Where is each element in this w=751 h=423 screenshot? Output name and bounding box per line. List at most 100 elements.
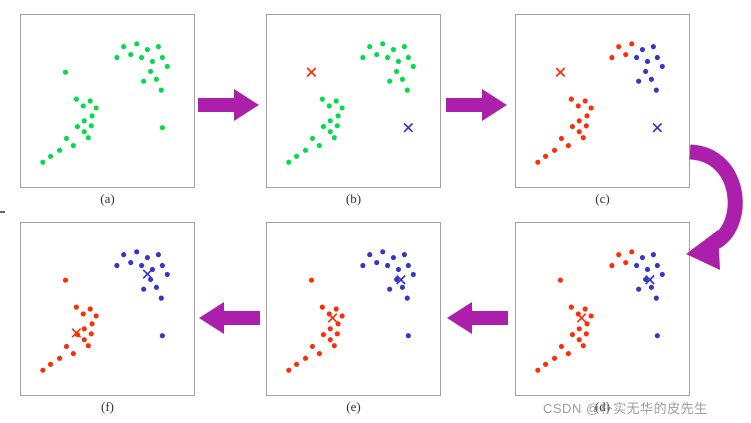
left-edge-artifact bbox=[0, 211, 5, 213]
data-point bbox=[634, 54, 640, 61]
data-point bbox=[394, 276, 400, 283]
arrow-right-shape bbox=[198, 89, 259, 121]
data-point bbox=[47, 361, 54, 367]
data-point bbox=[569, 124, 576, 130]
data-point bbox=[62, 69, 69, 75]
arrow-left-shape bbox=[447, 302, 508, 334]
data-point bbox=[399, 76, 406, 82]
data-point bbox=[367, 252, 373, 258]
data-point bbox=[144, 255, 151, 261]
data-point bbox=[551, 355, 558, 361]
data-point bbox=[395, 266, 402, 273]
data-point bbox=[331, 343, 337, 349]
data-point bbox=[575, 103, 581, 109]
data-point bbox=[390, 47, 397, 53]
data-point bbox=[551, 147, 558, 153]
data-point bbox=[89, 113, 95, 119]
data-point bbox=[405, 54, 411, 61]
data-point bbox=[360, 54, 366, 61]
centroid-mark bbox=[645, 274, 655, 285]
data-point bbox=[70, 143, 76, 149]
data-point bbox=[308, 277, 315, 283]
data-point bbox=[128, 51, 134, 58]
data-point bbox=[56, 355, 63, 361]
data-point bbox=[334, 123, 340, 129]
data-point bbox=[390, 255, 397, 261]
data-point bbox=[404, 87, 410, 93]
data-point bbox=[582, 98, 588, 104]
arrow-e-to-f bbox=[199, 302, 260, 334]
data-point bbox=[153, 76, 160, 82]
data-point bbox=[568, 304, 574, 310]
data-point bbox=[139, 262, 145, 269]
data-point bbox=[114, 54, 120, 61]
data-point bbox=[70, 351, 76, 357]
data-point bbox=[648, 284, 655, 290]
data-point bbox=[93, 313, 99, 319]
data-point bbox=[141, 78, 147, 84]
data-point bbox=[568, 96, 574, 102]
data-point bbox=[88, 331, 94, 337]
scatter-plot-a bbox=[40, 41, 170, 165]
data-point bbox=[334, 331, 340, 337]
data-point bbox=[374, 259, 380, 266]
panel-label-e: (e) bbox=[346, 399, 361, 414]
data-point bbox=[385, 262, 391, 269]
data-point bbox=[380, 41, 386, 47]
data-point bbox=[302, 355, 309, 361]
panel-slot-e: (e) bbox=[266, 222, 441, 415]
panel-f bbox=[20, 222, 195, 396]
data-point bbox=[327, 337, 333, 343]
data-point bbox=[327, 129, 333, 135]
data-point bbox=[643, 276, 649, 283]
data-point bbox=[327, 118, 333, 124]
centroid-mark bbox=[71, 328, 82, 338]
data-point bbox=[144, 47, 151, 53]
data-point bbox=[535, 367, 541, 373]
data-point bbox=[62, 277, 69, 283]
data-point bbox=[584, 321, 590, 327]
data-point bbox=[164, 271, 170, 277]
data-point bbox=[316, 143, 322, 149]
data-point bbox=[153, 284, 160, 290]
curved-arrow-head bbox=[686, 230, 720, 270]
data-point bbox=[81, 337, 87, 343]
data-point bbox=[80, 311, 86, 317]
data-point bbox=[582, 306, 588, 312]
data-point bbox=[654, 54, 660, 61]
data-point bbox=[623, 259, 629, 266]
data-point bbox=[331, 135, 337, 141]
data-point bbox=[286, 159, 292, 165]
data-point bbox=[74, 124, 81, 130]
scatter-plot-c bbox=[535, 41, 665, 165]
data-point bbox=[360, 262, 366, 269]
data-point bbox=[40, 367, 46, 373]
panel-label-a: (a) bbox=[100, 191, 115, 206]
data-point bbox=[654, 333, 660, 339]
data-point bbox=[576, 118, 582, 124]
data-point bbox=[293, 361, 300, 367]
curved-arrow-shaft bbox=[689, 144, 743, 250]
data-point bbox=[653, 295, 659, 301]
panel-slot-b: (b) bbox=[266, 14, 441, 207]
data-point bbox=[636, 78, 642, 84]
data-point bbox=[583, 331, 589, 337]
data-point bbox=[114, 262, 120, 269]
centroid-mark bbox=[403, 122, 414, 133]
data-point bbox=[659, 63, 665, 69]
panel-label-f: (f) bbox=[101, 399, 114, 414]
data-point bbox=[141, 286, 147, 292]
panel-slot-d: (d) bbox=[515, 222, 690, 415]
scatter-plot-d bbox=[535, 249, 665, 373]
panel-b bbox=[266, 14, 441, 188]
data-point bbox=[286, 367, 292, 373]
panel-e bbox=[266, 222, 441, 396]
data-point bbox=[557, 277, 564, 283]
scatter-plot-e bbox=[286, 249, 416, 373]
data-point bbox=[387, 78, 393, 84]
data-point bbox=[327, 326, 333, 332]
arrow-b-to-c bbox=[446, 89, 507, 121]
data-point bbox=[158, 295, 164, 301]
centroid-mark bbox=[652, 122, 663, 133]
data-point bbox=[644, 58, 651, 65]
